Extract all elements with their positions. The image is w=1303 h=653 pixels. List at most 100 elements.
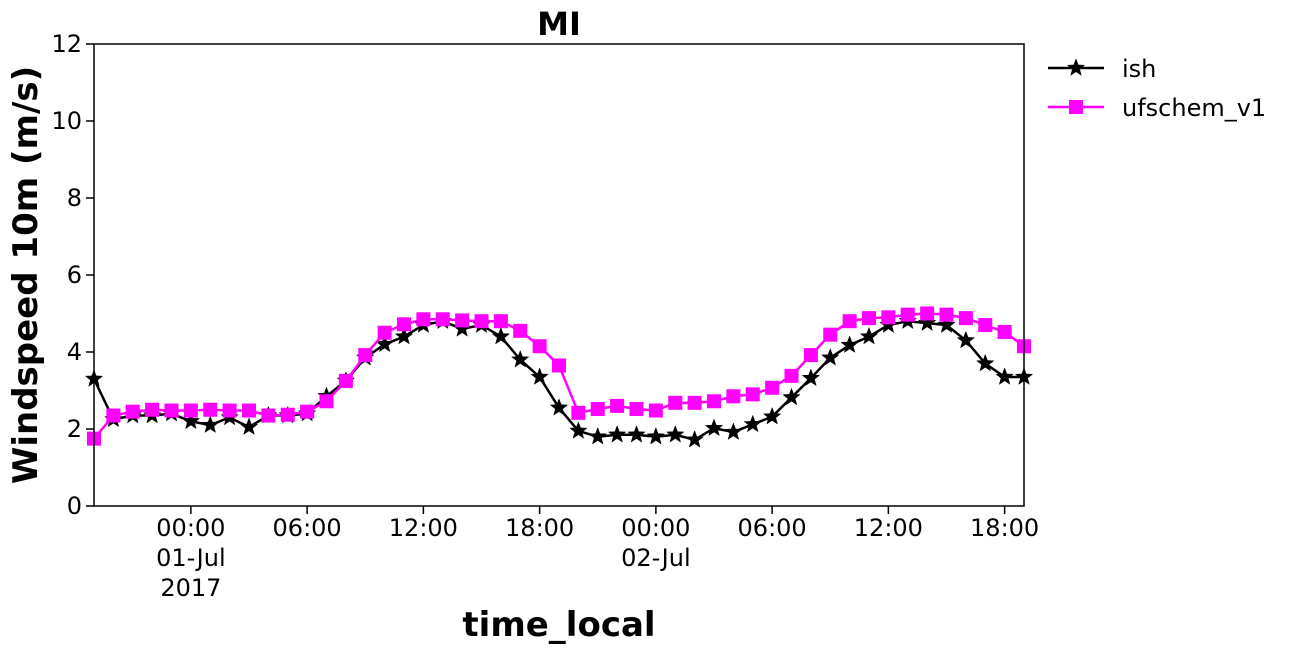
- chart-title: MI: [537, 5, 581, 43]
- data-point: [588, 426, 607, 445]
- y-axis-ticks: 0 2 4 6 8 10 12: [51, 30, 94, 520]
- y-axis-label: Windspeed 10m (m/s): [6, 66, 46, 484]
- data-point: [145, 402, 160, 417]
- y-tick-label: 6: [67, 261, 82, 289]
- data-point: [181, 411, 201, 430]
- data-point: [394, 326, 414, 345]
- data-point: [435, 312, 450, 327]
- data-point: [261, 408, 276, 423]
- data-point: [978, 318, 993, 333]
- data-point: [106, 408, 121, 423]
- data-point: [222, 403, 237, 418]
- data-point: [997, 324, 1012, 339]
- legend-label: ish: [1122, 55, 1156, 83]
- legend-item-ish: ish: [1048, 55, 1156, 83]
- x-tick-label: 06:00: [273, 514, 342, 542]
- data-point: [493, 314, 508, 329]
- data-point: [377, 325, 392, 340]
- data-point: [859, 326, 879, 345]
- data-point: [125, 404, 140, 419]
- data-point: [687, 395, 702, 410]
- data-point: [552, 358, 566, 373]
- legend-marker: [1066, 58, 1086, 76]
- data-point: [648, 403, 663, 418]
- data-point: [530, 367, 549, 385]
- data-point: [610, 398, 625, 413]
- data-point: [338, 373, 353, 388]
- data-point: [300, 404, 315, 419]
- data-point: [724, 422, 743, 440]
- x-tick-label: 01-Jul: [156, 544, 226, 572]
- data-point: [782, 387, 801, 406]
- data-point: [821, 348, 840, 366]
- data-point: [532, 339, 547, 354]
- data-point: [201, 415, 220, 434]
- data-point: [280, 407, 295, 422]
- x-axis-label: time_local: [462, 605, 655, 645]
- data-point: [511, 349, 530, 368]
- data-point: [513, 323, 528, 338]
- y-tick-label: 4: [67, 338, 82, 366]
- data-point: [765, 380, 780, 395]
- data-point: [627, 425, 646, 443]
- data-point: [590, 401, 605, 416]
- data-point: [666, 425, 685, 443]
- legend-label: ufschem_v1: [1122, 94, 1266, 122]
- data-point: [881, 310, 896, 325]
- y-tick-label: 2: [67, 415, 82, 443]
- data-point: [801, 368, 821, 387]
- data-point: [358, 348, 373, 363]
- data-point: [629, 401, 644, 416]
- data-point: [455, 313, 470, 328]
- plot-area-frame: [93, 43, 1025, 507]
- data-point: [803, 348, 818, 363]
- y-tick-label: 0: [67, 492, 82, 520]
- data-point: [474, 314, 489, 329]
- data-point: [937, 315, 956, 333]
- data-point: [491, 326, 511, 345]
- x-tick-label: 18:00: [970, 514, 1039, 542]
- series-ish: [84, 311, 1034, 448]
- data-point: [668, 395, 683, 410]
- data-point: [958, 311, 973, 326]
- x-tick-label: 18:00: [505, 514, 574, 542]
- legend-item-ufschem_v1: ufschem_v1: [1048, 94, 1266, 122]
- x-tick-label: 02-Jul: [621, 544, 691, 572]
- legend-marker: [1069, 100, 1083, 114]
- x-tick-label: 00:00: [621, 514, 690, 542]
- legend: ish ufschem_v1: [1048, 55, 1266, 122]
- data-point: [646, 426, 666, 445]
- data-point: [549, 398, 569, 416]
- x-tick-label: 00:00: [156, 514, 225, 542]
- data-point: [319, 394, 334, 409]
- data-point: [745, 387, 760, 402]
- data-point: [203, 402, 218, 417]
- data-point: [239, 417, 259, 435]
- data-point: [862, 311, 876, 326]
- data-point: [569, 421, 588, 439]
- data-point: [685, 430, 704, 448]
- data-point: [784, 368, 799, 383]
- data-point: [704, 418, 724, 437]
- data-point: [823, 327, 838, 342]
- data-point: [995, 367, 1014, 385]
- data-point: [726, 389, 741, 404]
- data-point: [242, 403, 256, 418]
- data-point: [571, 405, 586, 420]
- y-tick-label: 12: [51, 30, 82, 58]
- data-point: [164, 403, 179, 418]
- y-tick-label: 10: [51, 107, 82, 135]
- data-point: [707, 394, 721, 409]
- data-point: [397, 317, 411, 332]
- series-ufschem_v1: [87, 306, 1031, 446]
- x-tick-label: 12:00: [854, 514, 923, 542]
- data-point: [956, 330, 976, 349]
- x-tick-label: 2017: [160, 574, 221, 602]
- data-point: [762, 406, 782, 425]
- data-point: [743, 414, 762, 433]
- data-point: [607, 425, 627, 443]
- data-point: [920, 306, 935, 321]
- data-point: [939, 307, 954, 322]
